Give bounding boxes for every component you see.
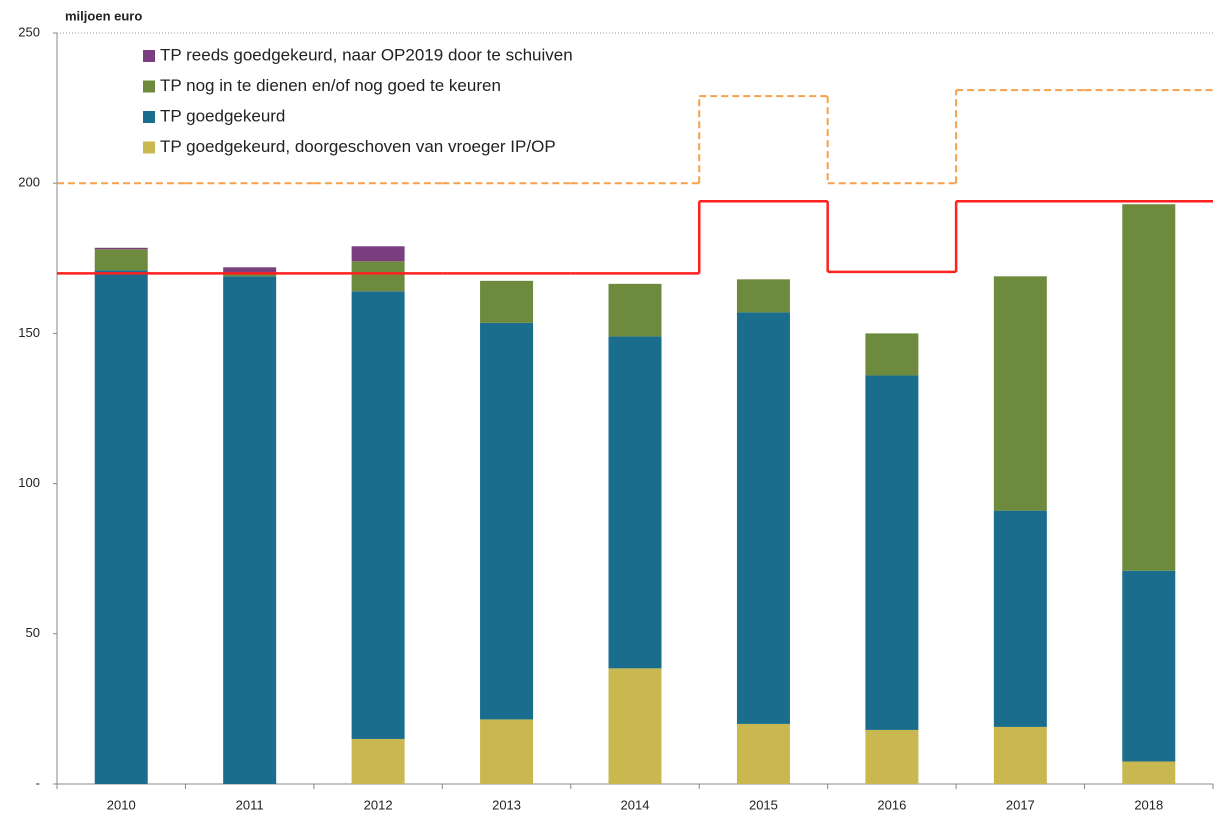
bar-segment [736, 312, 790, 724]
x-tick-label: 2010 [107, 797, 136, 812]
y-tick-label: 150 [18, 325, 40, 340]
bar-segment [94, 247, 148, 250]
bar-segment [223, 267, 277, 274]
x-tick-label: 2013 [492, 797, 521, 812]
bar-segment [993, 276, 1047, 511]
legend-swatch [143, 111, 155, 123]
legend-label: TP nog in te dienen en/of nog goed te ke… [160, 76, 501, 95]
legend-label: TP goedgekeurd [160, 106, 285, 125]
bar-segment [351, 246, 405, 262]
bar-segment [480, 719, 534, 784]
x-tick-label: 2011 [236, 797, 264, 812]
bar-segment [993, 726, 1047, 784]
bar-segment [865, 333, 919, 376]
legend-swatch [143, 80, 155, 93]
y-tick-label: 50 [26, 625, 40, 640]
x-tick-label: 2017 [1006, 797, 1035, 812]
bar-segment [1122, 204, 1176, 571]
legend-label: TP goedgekeurd, doorgeschoven van vroege… [160, 137, 556, 156]
bar-segment [94, 249, 148, 271]
x-tick-label: 2012 [364, 797, 393, 812]
legend-swatch [143, 141, 155, 154]
x-tick-label: 2016 [877, 797, 906, 812]
bar-segment [480, 322, 534, 720]
legend-label: TP reeds goedgekeurd, naar OP2019 door t… [160, 45, 573, 64]
x-tick-label: 2018 [1134, 797, 1163, 812]
bar-segment [94, 270, 148, 784]
bar-segment [351, 738, 405, 784]
bar-segment [223, 276, 277, 784]
bar-segment [865, 375, 919, 730]
bar-segment [993, 510, 1047, 727]
y-tick-label: 100 [18, 475, 40, 490]
y-tick-label: 200 [18, 175, 40, 190]
x-tick-label: 2015 [749, 797, 778, 812]
bar-segment [865, 729, 919, 784]
bar-segment [351, 291, 405, 739]
legend-swatch [143, 50, 155, 62]
bar-segment [480, 280, 534, 323]
y-tick-label: - [36, 775, 40, 790]
bar-segment [608, 336, 662, 669]
bar-segment [223, 273, 277, 277]
y-axis-label: miljoen euro [65, 8, 142, 23]
bar-segment [1122, 570, 1176, 762]
bar-segment [608, 668, 662, 784]
bar-segment [351, 261, 405, 292]
bar-segment [736, 279, 790, 313]
bar-segment [736, 723, 790, 784]
x-tick-label: 2014 [621, 797, 650, 812]
bar-segment [608, 283, 662, 337]
y-tick-label: 250 [18, 24, 40, 39]
bar-segment [1122, 761, 1176, 784]
